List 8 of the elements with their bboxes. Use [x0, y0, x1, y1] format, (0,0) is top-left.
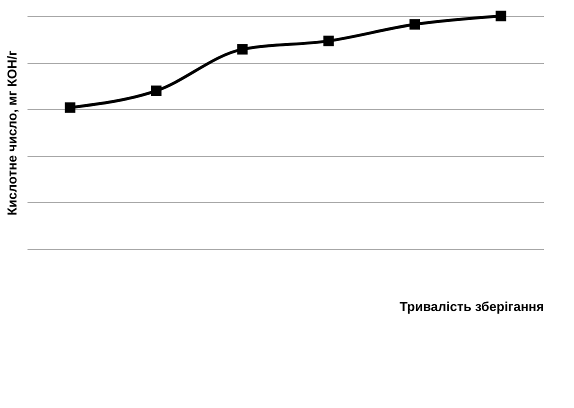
y-axis-title: Кислотне число, мг КОН/г [4, 50, 20, 216]
x-axis-title: Тривалість зберігання [400, 299, 544, 314]
point [64, 102, 76, 113]
point [237, 44, 248, 55]
point [496, 10, 506, 22]
point [151, 86, 162, 96]
point [410, 19, 420, 30]
point [323, 36, 334, 46]
